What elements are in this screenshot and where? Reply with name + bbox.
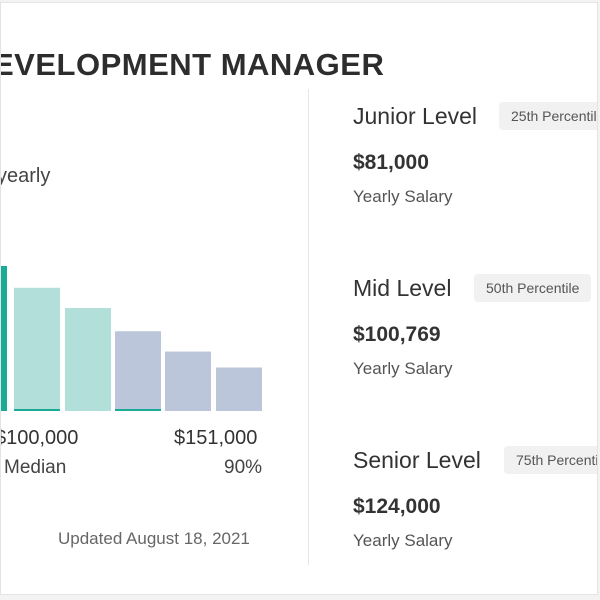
level-name: Mid Level [353, 275, 452, 301]
x-tick-median-label: Median [4, 457, 67, 478]
histogram-bar-accent [14, 409, 60, 411]
salary-histogram [1, 266, 262, 411]
column-divider [308, 89, 309, 565]
percentile-badge: 75th Percentile [504, 446, 597, 474]
histogram-bar [115, 331, 161, 411]
x-tick-median-value: $100,000 [0, 427, 79, 449]
level-salary-label: Yearly Salary [353, 187, 453, 206]
percentile-badge: 50th Percentile [474, 274, 592, 302]
level-salary-label: Yearly Salary [353, 531, 453, 550]
level-salary: $124,000 [353, 495, 441, 518]
histogram-bar-accent [115, 409, 161, 411]
histogram-bar [14, 287, 60, 411]
level-name: Junior Level [353, 103, 478, 129]
level-salary-label: Yearly Salary [353, 359, 453, 378]
level-senior: Senior Level 75th Percentile $124,000 Ye… [353, 446, 597, 567]
x-tick-90-label: 90% [224, 457, 263, 478]
level-salary: $100,769 [353, 323, 441, 346]
x-tick-90-value: $151,000 [174, 427, 258, 449]
level-salary: $81,000 [353, 151, 429, 174]
level-junior: Junior Level 25th Percentile $81,000 Yea… [353, 102, 597, 223]
histogram-bar [216, 367, 262, 411]
level-mid: Mid Level 50th Percentile $100,769 Yearl… [353, 274, 597, 395]
page-title: EVELOPMENT MANAGER [0, 47, 385, 82]
level-name: Senior Level [353, 447, 481, 473]
period-label: yearly [0, 165, 51, 187]
updated-date: Updated August 18, 2021 [58, 529, 250, 548]
histogram-bar [1, 266, 7, 411]
histogram-bar [65, 308, 111, 411]
histogram-bar [165, 351, 211, 411]
percentile-badge: 25th Percentile [499, 102, 597, 130]
